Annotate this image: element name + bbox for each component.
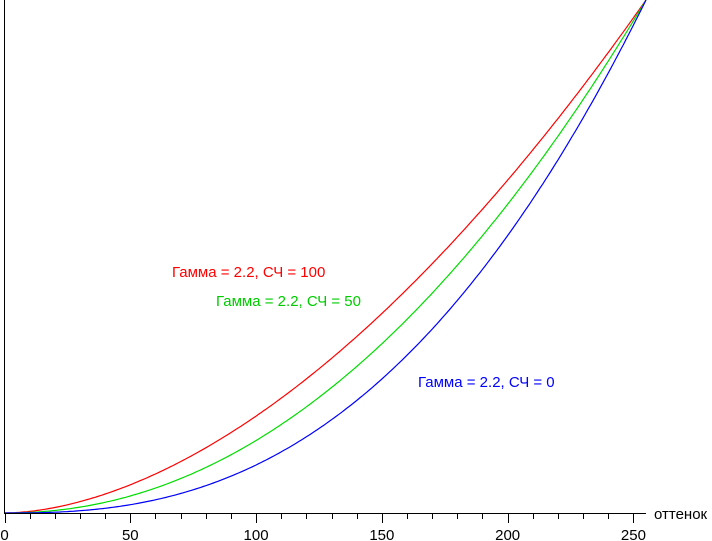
x-tick-label: 100 [244, 527, 269, 541]
x-tick-label: 200 [495, 527, 520, 541]
legend-label-sch50: Гамма = 2.2, СЧ = 50 [216, 293, 361, 310]
x-tick-label: 0 [0, 527, 8, 541]
series-line-0 [4, 0, 647, 514]
series-line-1 [4, 0, 647, 514]
x-tick-label: 50 [122, 527, 139, 541]
series-line-2 [4, 0, 647, 514]
x-tick-label: 250 [621, 527, 646, 541]
x-axis-label: оттенок [654, 506, 708, 523]
legend-label-sch100: Гамма = 2.2, СЧ = 100 [172, 264, 325, 281]
legend-label-sch0: Гамма = 2.2, СЧ = 0 [418, 374, 555, 391]
x-tick-label: 150 [369, 527, 394, 541]
